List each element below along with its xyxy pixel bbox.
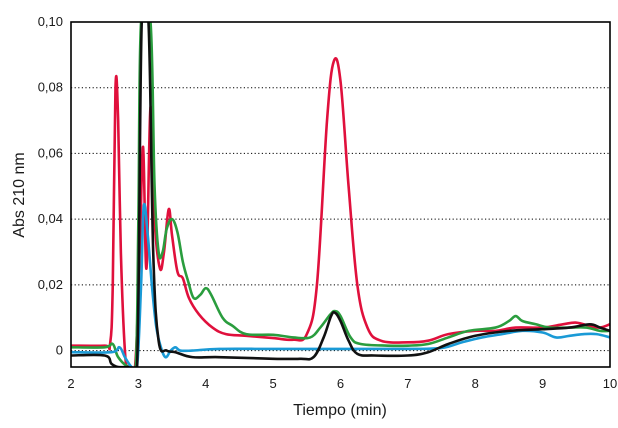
x-axis-title: Tiempo (min): [293, 402, 387, 419]
y-tick-label: 0,04: [38, 211, 63, 226]
y-tick-label: 0,06: [38, 145, 63, 160]
x-tick-label: 7: [404, 376, 411, 391]
x-tick-label: 5: [270, 376, 277, 391]
x-tick-label: 8: [472, 376, 479, 391]
x-tick-label: 3: [135, 376, 142, 391]
series-group: [71, 22, 610, 367]
y-tick-label: 0,02: [38, 277, 63, 292]
plot-frame: [70, 21, 611, 368]
x-tick-label: 9: [539, 376, 546, 391]
x-tick-label: 4: [202, 376, 209, 391]
series-line-4: [71, 22, 610, 367]
x-tick-label: 10: [603, 376, 617, 391]
y-tick-label: 0,10: [38, 14, 63, 29]
ticks: 0 0,02 0,04 0,06 0,08 0,10 2 3 4 5 6 7 8 9 10: [38, 14, 618, 391]
x-tick-label: 2: [67, 376, 74, 391]
y-axis-title: Abs 210 nm: [11, 152, 28, 237]
x-tick-label: 6: [337, 376, 344, 391]
y-tick-label: 0,08: [38, 80, 63, 95]
y-tick-label: 0: [56, 343, 63, 358]
